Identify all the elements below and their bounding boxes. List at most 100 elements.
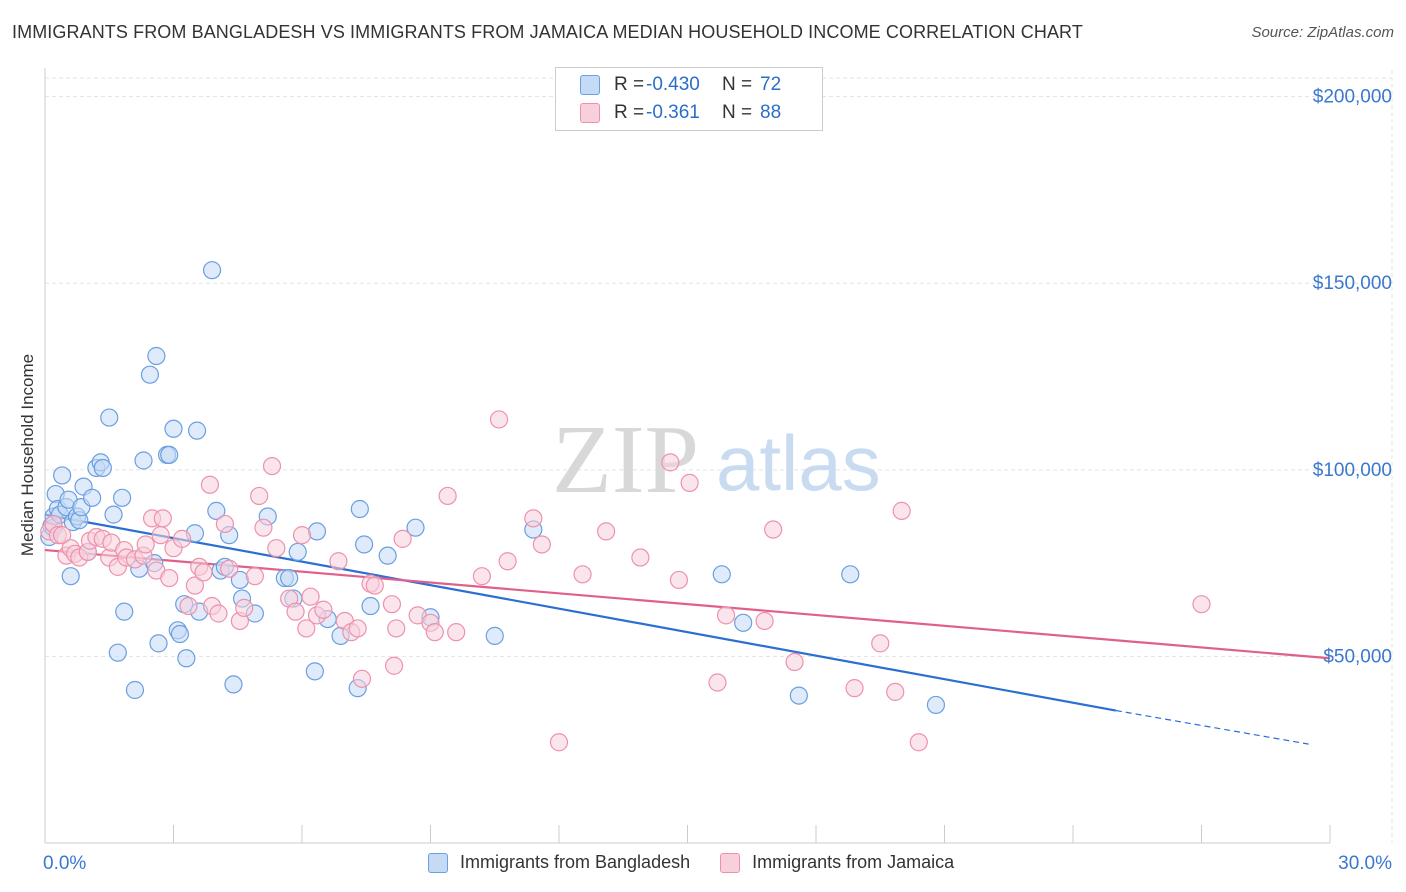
data-point <box>1192 595 1211 614</box>
data-point <box>498 552 517 571</box>
data-point <box>179 596 198 616</box>
data-point <box>194 563 213 582</box>
legend-swatch-jamaica <box>720 852 741 873</box>
data-point <box>61 567 80 586</box>
data-point <box>53 466 72 485</box>
data-point <box>100 408 119 427</box>
data-point <box>926 695 946 715</box>
data-point <box>631 548 650 567</box>
data-point <box>871 634 890 653</box>
legend-swatch-jamaica <box>580 103 600 123</box>
y-tick-label: $100,000 <box>1313 460 1392 481</box>
data-point <box>177 649 196 668</box>
data-point <box>172 529 192 548</box>
legend-item-bangladesh[interactable]: Immigrants from Bangladesh <box>428 852 690 873</box>
legend-n-value: 88 <box>760 102 782 123</box>
data-point <box>841 565 860 584</box>
data-point <box>108 643 127 662</box>
data-point <box>661 453 680 472</box>
data-point <box>160 568 179 588</box>
data-point <box>140 365 160 384</box>
data-point <box>755 611 774 631</box>
x-tick-label: 0.0% <box>43 853 86 874</box>
data-point <box>355 535 374 554</box>
data-point <box>53 526 72 545</box>
watermark: ZIP atlas <box>552 406 881 514</box>
data-point <box>314 600 333 619</box>
data-point <box>716 606 736 625</box>
data-point <box>254 518 273 537</box>
data-point <box>892 501 911 520</box>
data-point <box>489 410 509 429</box>
trend-line <box>44 548 1331 660</box>
data-point <box>200 475 220 494</box>
chart-source: Source: ZipAtlas.com <box>1251 24 1394 41</box>
y-tick-labels: $50,000 $100,000 $150,000 $200,000 <box>1313 87 1392 668</box>
data-point <box>361 596 380 616</box>
data-point <box>352 669 372 688</box>
data-point <box>447 623 466 642</box>
trend-lines <box>44 513 1331 745</box>
legend-n-label: N = <box>722 102 753 123</box>
legend-item-jamaica[interactable]: Immigrants from Jamaica <box>720 852 954 873</box>
data-point <box>789 686 808 705</box>
legend-row-bangladesh: R = -0.430 N = 72 <box>580 72 781 98</box>
data-point <box>669 570 689 590</box>
data-point <box>207 501 226 520</box>
data-point <box>384 656 404 675</box>
data-point <box>524 509 543 528</box>
legend-r-value: -0.361 <box>646 102 700 123</box>
data-point <box>250 486 269 506</box>
data-point <box>549 733 569 752</box>
axes <box>44 68 1331 844</box>
data-point <box>301 587 320 606</box>
data-point <box>93 458 112 478</box>
legend-r-value: -0.430 <box>646 74 700 95</box>
legend-r-label: R = <box>614 74 645 95</box>
data-point <box>164 419 183 438</box>
legend-label-jamaica: Immigrants from Jamaica <box>752 852 955 872</box>
data-point <box>886 682 905 701</box>
x-tick-labels: 0.0% 30.0% <box>43 853 1392 874</box>
stats-legend: R = -0.430 N = 72 R = -0.361 N = 88 <box>555 67 823 131</box>
data-point <box>147 346 166 366</box>
data-point <box>425 623 444 642</box>
data-point <box>288 542 307 562</box>
data-point <box>387 619 406 638</box>
data-point <box>909 733 928 752</box>
data-point <box>382 595 402 614</box>
data-point <box>115 602 134 621</box>
data-point <box>151 526 170 545</box>
data-point <box>365 576 384 595</box>
legend-label-bangladesh: Immigrants from Bangladesh <box>460 852 691 872</box>
data-point <box>532 535 551 554</box>
data-point <box>187 421 207 440</box>
data-point <box>764 520 783 539</box>
data-point <box>215 514 234 534</box>
data-point <box>845 679 864 698</box>
x-tick-label: 30.0% <box>1338 853 1392 874</box>
data-point <box>292 526 312 545</box>
data-point <box>438 486 457 506</box>
legend-r-label: R = <box>614 102 645 123</box>
points-jamaica <box>40 410 1211 752</box>
watermark-atlas: atlas <box>716 419 881 507</box>
data-point <box>734 613 753 632</box>
data-point <box>712 565 731 584</box>
y-tick-label: $200,000 <box>1313 87 1392 108</box>
data-point <box>202 261 222 280</box>
trend-line-extension <box>1115 709 1309 745</box>
trend-line <box>44 513 1117 712</box>
data-point <box>286 602 305 621</box>
chart-title: IMMIGRANTS FROM BANGLADESH VS IMMIGRANTS… <box>12 22 1083 42</box>
data-point <box>680 473 699 492</box>
data-point <box>267 539 286 558</box>
data-point <box>125 680 145 700</box>
data-point <box>378 546 397 565</box>
y-tick-label: $50,000 <box>1323 646 1392 667</box>
data-point <box>350 499 369 519</box>
data-point <box>297 619 316 638</box>
data-point <box>708 673 727 692</box>
data-point <box>209 604 228 623</box>
data-point <box>472 567 491 586</box>
